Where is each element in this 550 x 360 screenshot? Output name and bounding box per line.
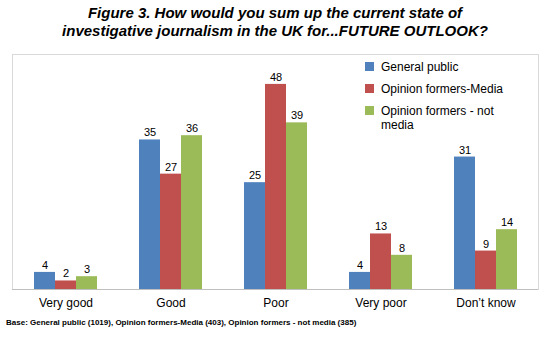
html-text:Base: General public (1019), O: Base: General public (1019), Opinion for… xyxy=(6,318,357,327)
svg-text:48: 48 xyxy=(270,71,282,83)
svg-text:13: 13 xyxy=(375,220,387,232)
svg-text:9: 9 xyxy=(483,238,489,250)
html-text:Figure 3. How would you sum up: Figure 3. How would you sum up the curre… xyxy=(62,4,488,39)
svg-text:8: 8 xyxy=(399,242,405,254)
svg-text:Very good: Very good xyxy=(39,296,93,310)
svg-text:3: 3 xyxy=(84,263,90,275)
svg-text:39: 39 xyxy=(291,109,303,121)
svg-text:4: 4 xyxy=(42,259,48,271)
svg-text:36: 36 xyxy=(186,122,198,134)
svg-text:Good: Good xyxy=(156,296,185,310)
svg-text:31: 31 xyxy=(459,144,471,156)
svg-text:Very poor: Very poor xyxy=(355,296,406,310)
html-text:Opinion formers-Media: Opinion formers-Media xyxy=(381,82,503,96)
svg-text:4: 4 xyxy=(357,259,363,271)
html-text:Opinion formers - not media: Opinion formers - not media xyxy=(381,104,494,132)
svg-text:Poor: Poor xyxy=(263,296,288,310)
svg-text:35: 35 xyxy=(144,126,156,138)
svg-text:25: 25 xyxy=(249,169,261,181)
svg-text:2: 2 xyxy=(63,267,69,279)
html-text:General public: General public xyxy=(381,60,459,74)
svg-text:27: 27 xyxy=(165,161,177,173)
svg-text:14: 14 xyxy=(501,216,513,228)
svg-text:Don’t know: Don’t know xyxy=(456,296,516,310)
